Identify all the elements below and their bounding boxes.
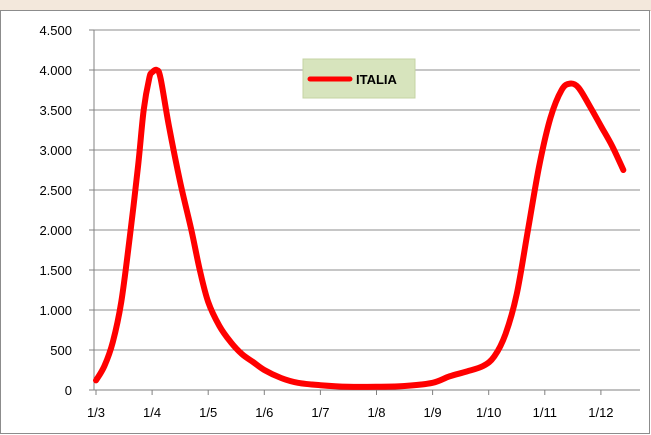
y-tick-label: 500 bbox=[50, 343, 72, 358]
y-axis-ticks: 0 500 1.000 1.500 2.000 2.500 3.000 3.500 4.000 4… bbox=[39, 23, 94, 398]
x-tick-label: 1/7 bbox=[311, 405, 329, 420]
series-layer bbox=[93, 66, 627, 390]
x-tick-label: 1/4 bbox=[143, 405, 161, 420]
y-tick-label: 3.500 bbox=[39, 103, 72, 118]
legend: ITALIA bbox=[302, 58, 416, 99]
y-tick-label: 2.500 bbox=[39, 183, 72, 198]
legend-label-italia: ITALIA bbox=[356, 72, 398, 87]
x-tick-label: 1/8 bbox=[367, 405, 385, 420]
x-tick-label: 1/6 bbox=[255, 405, 273, 420]
x-tick-label: 1/5 bbox=[199, 405, 217, 420]
x-tick-label: 1/12 bbox=[588, 405, 613, 420]
x-axis-ticks: 1/3 1/4 1/5 1/6 1/7 1/8 1/9 1/10 1/11 1/12 bbox=[87, 390, 614, 420]
y-tick-label: 4.500 bbox=[39, 23, 72, 38]
series-line-italia bbox=[93, 66, 627, 390]
y-tick-label: 4.000 bbox=[39, 63, 72, 78]
x-tick-label: 1/3 bbox=[87, 405, 105, 420]
y-tick-label: 1.000 bbox=[39, 303, 72, 318]
y-tick-label: 3.000 bbox=[39, 143, 72, 158]
y-tick-label: 1.500 bbox=[39, 263, 72, 278]
x-tick-label: 1/11 bbox=[533, 405, 557, 420]
x-tick-label: 1/10 bbox=[476, 405, 501, 420]
y-tick-label: 2.000 bbox=[39, 223, 72, 238]
x-tick-label: 1/9 bbox=[424, 405, 442, 420]
y-tick-label: 0 bbox=[65, 383, 72, 398]
